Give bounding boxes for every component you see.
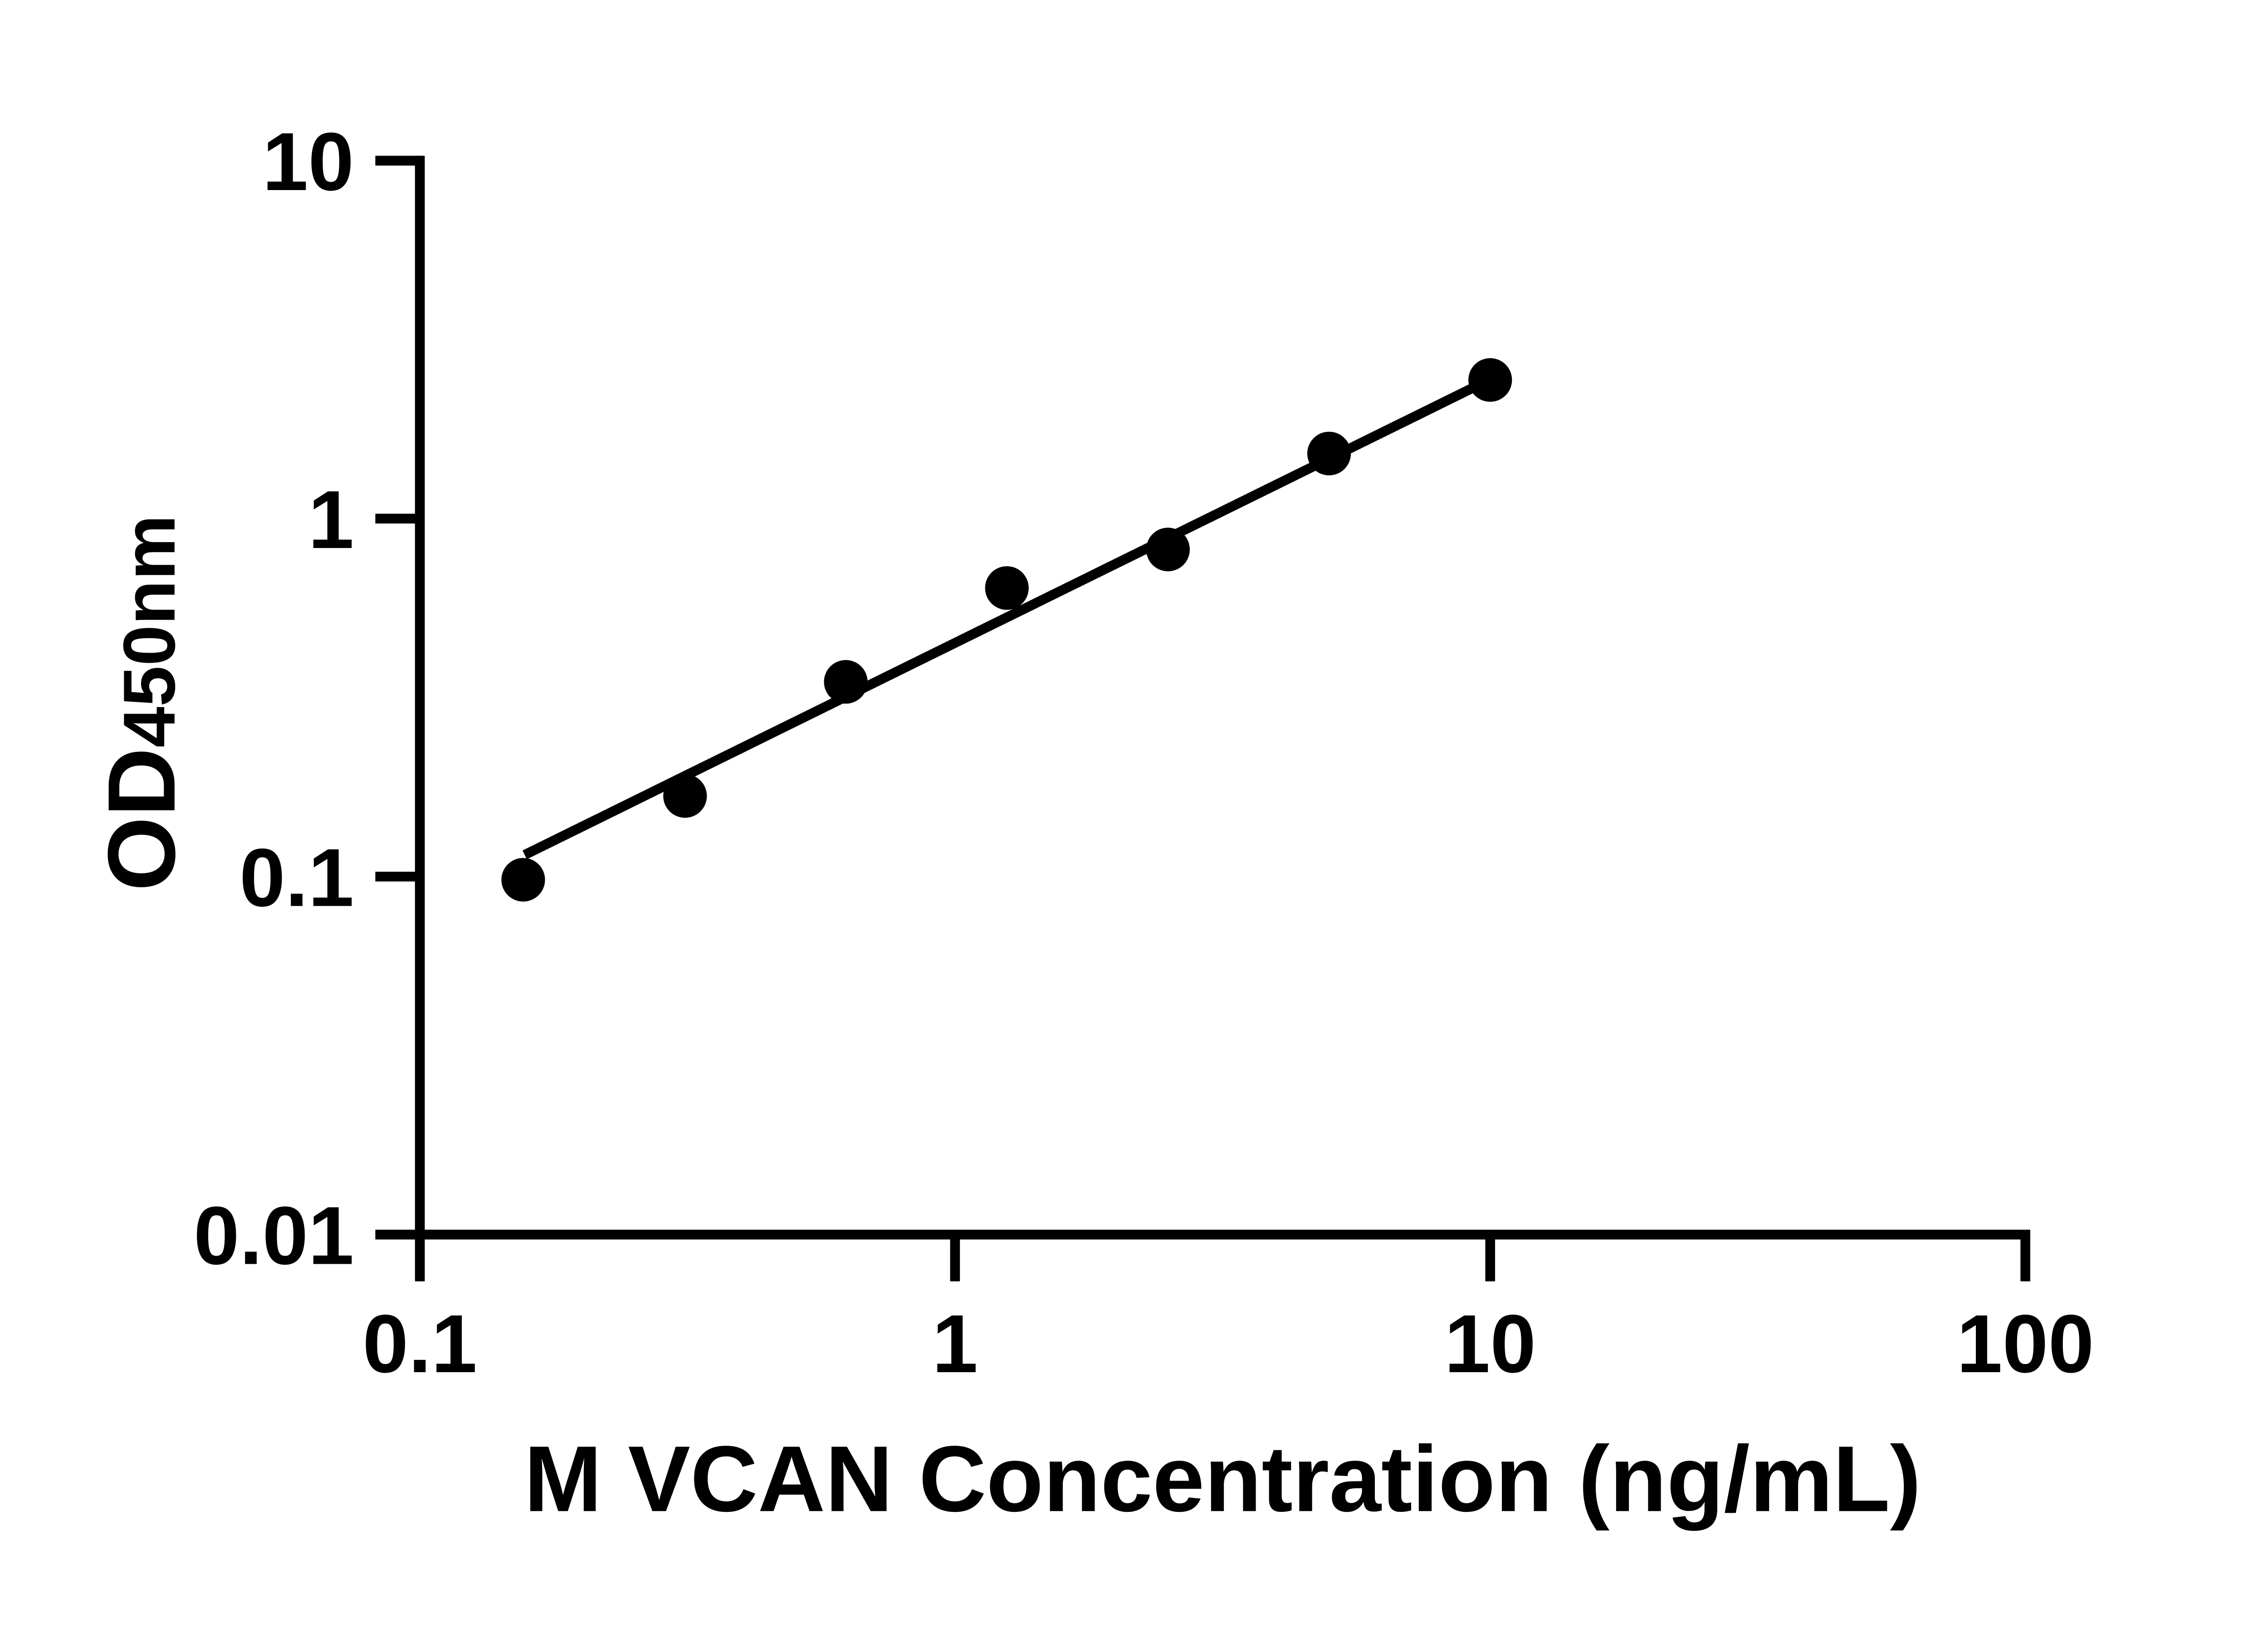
y-axis-title-main: OD — [88, 748, 195, 891]
y-axis-title: OD450nm — [88, 515, 195, 891]
data-point — [824, 660, 868, 704]
data-point — [663, 774, 707, 818]
data-points — [501, 358, 1512, 902]
y-tick-label: 10 — [262, 116, 354, 208]
y-tick-label: 1 — [308, 474, 354, 566]
data-point — [1468, 358, 1512, 402]
data-point — [1307, 431, 1351, 475]
y-tick-label: 0.1 — [240, 832, 354, 924]
y-tick-labels: 0.01 0.1 1 10 — [194, 116, 354, 1281]
x-tick-label: 0.1 — [362, 1298, 477, 1390]
x-axis-title: M VCAN Concentration (ng/mL) — [524, 1426, 1921, 1531]
axes — [375, 156, 2030, 1281]
x-tick-label: 100 — [1957, 1298, 2094, 1390]
y-tick-label: 0.01 — [194, 1190, 354, 1281]
x-tick-labels: 0.1 1 10 100 — [362, 1298, 2094, 1390]
data-point — [501, 858, 545, 902]
x-tick-label: 1 — [932, 1298, 978, 1390]
y-axis-title-sub: 450nm — [108, 515, 191, 748]
data-point — [985, 566, 1029, 610]
x-tick-label: 10 — [1444, 1298, 1536, 1390]
data-point — [1146, 528, 1190, 572]
